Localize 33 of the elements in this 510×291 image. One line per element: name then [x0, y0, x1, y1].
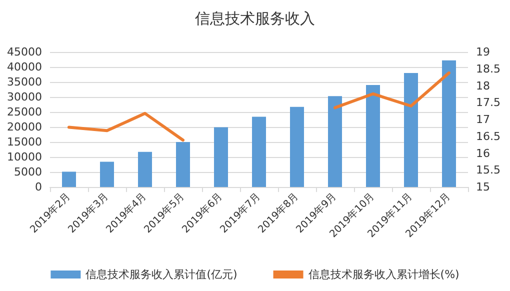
y-tick-label: 20000: [7, 120, 42, 134]
y2-tick-label: 16: [476, 146, 490, 160]
bar: [138, 152, 152, 187]
y-tick-label: 45000: [7, 46, 42, 58]
y-tick-label: 15000: [7, 136, 42, 148]
bar: [100, 162, 114, 187]
y2-tick-label: 16.5: [476, 130, 500, 143]
bar: [442, 60, 456, 187]
bar: [214, 127, 228, 187]
y-tick-label: 35000: [7, 76, 42, 88]
y2-tick-label: 19: [476, 46, 490, 58]
y2-tick-label: 17: [476, 113, 490, 126]
y-tick-label: 40000: [7, 60, 42, 74]
y-tick-label: 5000: [14, 166, 42, 178]
y-tick-label: 10000: [7, 150, 42, 164]
bar: [62, 172, 76, 187]
bar: [252, 116, 266, 187]
y2-tick-label: 17.5: [476, 96, 500, 110]
bar: [366, 85, 380, 187]
y-tick-label: 25000: [7, 106, 42, 118]
y-tick-label: 0: [35, 180, 42, 194]
bar: [290, 106, 304, 187]
y2-tick-label: 15: [476, 180, 490, 194]
y2-tick-label: 15.5: [476, 164, 500, 177]
y2-tick-label: 18: [476, 79, 490, 92]
legend-label: 信息技术服务收入累计增长(%): [308, 268, 460, 281]
legend-label: 信息技术服务收入累计值(亿元): [86, 268, 238, 281]
chart-title: 信息技术服务收入: [195, 10, 315, 28]
bar: [328, 96, 342, 187]
bar: [404, 73, 418, 187]
bar: [176, 142, 190, 187]
y2-tick-label: 18.5: [476, 62, 500, 76]
y-tick-label: 30000: [7, 90, 42, 104]
